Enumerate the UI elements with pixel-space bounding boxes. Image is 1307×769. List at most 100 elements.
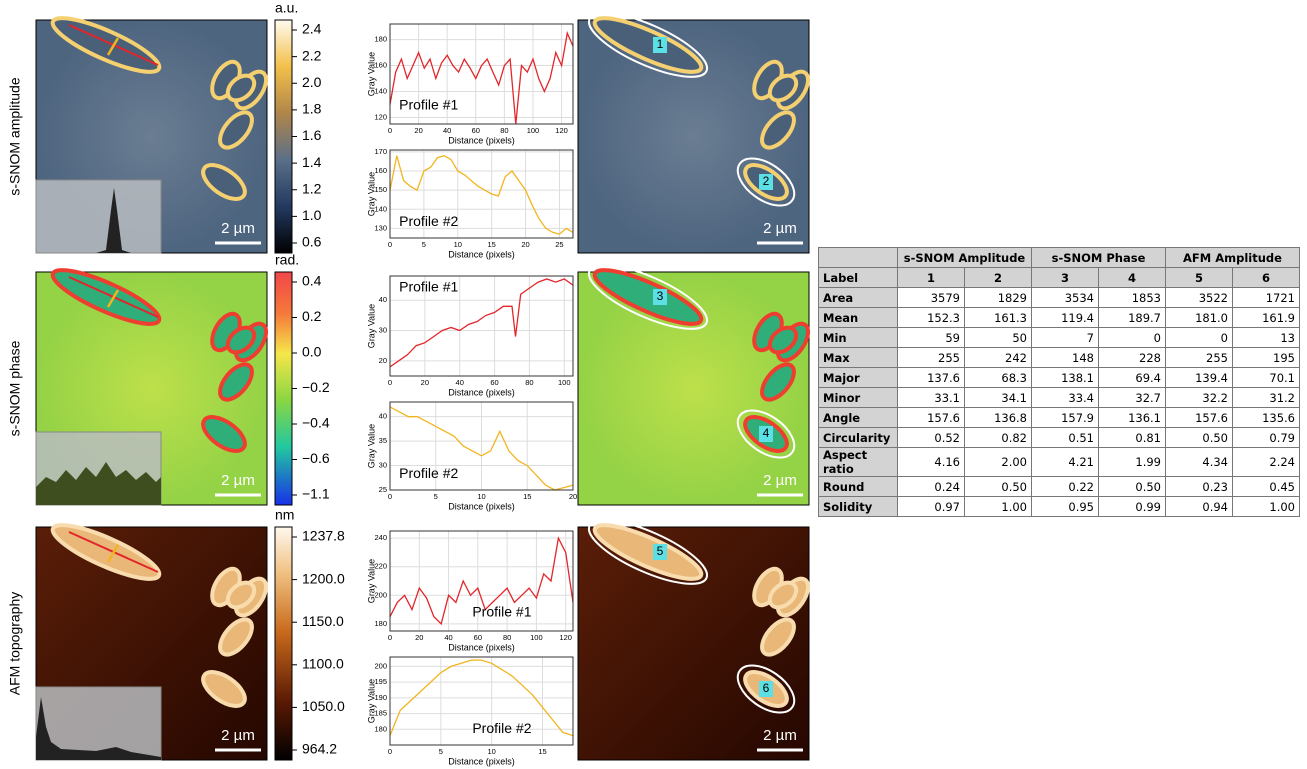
- colorbar: [275, 272, 292, 505]
- y-tick-label: 120: [374, 112, 387, 121]
- table-cell: 70.1: [1233, 368, 1300, 388]
- colorbar-tick-label: −1.1: [302, 486, 330, 502]
- micrograph: 562 µm: [578, 508, 812, 760]
- colorbar-tick-label: 0.2: [302, 308, 322, 324]
- table-cell: 0: [1099, 328, 1166, 348]
- page: s-SNOM amplitude2 µma.u.2.42.22.01.81.61…: [0, 0, 1307, 769]
- y-axis-label: Gray Value: [366, 559, 376, 603]
- table-cell: 0.94: [1166, 497, 1233, 517]
- colorbar-tick-label: 2.4: [302, 21, 322, 37]
- table-cell: 157.6: [898, 408, 965, 428]
- table-cell: Circularity: [819, 428, 898, 448]
- y-tick-label: 20: [379, 356, 387, 365]
- table-cell: 50: [965, 328, 1032, 348]
- profile-title: Profile #1: [399, 279, 458, 295]
- colorbar-tick-label: 1150.0: [302, 613, 344, 629]
- scale-bar-label: 2 µm: [763, 220, 797, 237]
- colorbar-tick-label: 1200.0: [302, 570, 345, 586]
- scale-bar-label: 2 µm: [221, 220, 255, 237]
- scale-bar-label: 2 µm: [763, 472, 797, 489]
- x-tick-label: 15: [487, 240, 495, 249]
- table-cell: 31.2: [1233, 388, 1300, 408]
- table-cell: s-SNOM Amplitude: [898, 248, 1032, 268]
- table-cell: Angle: [819, 408, 898, 428]
- table-cell: 0.97: [898, 497, 965, 517]
- table-cell: 195: [1233, 348, 1300, 368]
- table-cell: 255: [898, 348, 965, 368]
- x-tick-label: 60: [490, 378, 498, 387]
- table-cell: 1.00: [1233, 497, 1300, 517]
- roi-label: 6: [763, 681, 770, 695]
- table-cell: 1829: [965, 288, 1032, 308]
- x-tick-label: 15: [538, 747, 546, 756]
- colorbar-tick-label: 1.0: [302, 207, 322, 223]
- table-cell: 136.1: [1099, 408, 1166, 428]
- table-cell: Area: [819, 288, 898, 308]
- table-cell: Label: [819, 268, 898, 288]
- x-tick-label: 20: [421, 378, 429, 387]
- roi-label: 2: [763, 174, 770, 188]
- table-cell: 7: [1032, 328, 1099, 348]
- y-axis-label: Gray Value: [366, 304, 376, 348]
- x-tick-label: 5: [434, 492, 438, 501]
- profile-title: Profile #1: [472, 604, 531, 620]
- colorbar-tick-label: 1.8: [302, 101, 322, 117]
- y-tick-label: 40: [379, 295, 387, 304]
- table-cell: 181.0: [1166, 308, 1233, 328]
- x-tick-label: 10: [454, 240, 462, 249]
- x-tick-label: 0: [388, 240, 392, 249]
- x-tick-label: 20: [415, 633, 423, 642]
- table-cell: [819, 248, 898, 268]
- table-row: Angle157.6136.8157.9136.1157.6135.6: [819, 408, 1300, 428]
- x-tick-label: 0: [388, 378, 392, 387]
- x-tick-label: 20: [569, 492, 577, 501]
- table-cell: 0.50: [1166, 428, 1233, 448]
- y-tick-label: 30: [379, 461, 387, 470]
- table-cell: 152.3: [898, 308, 965, 328]
- table-cell: 0.50: [965, 477, 1032, 497]
- table-cell: Min: [819, 328, 898, 348]
- histogram-inset: [36, 180, 161, 253]
- table-cell: 0.95: [1032, 497, 1099, 517]
- x-tick-label: 0: [388, 492, 392, 501]
- table-cell: 138.1: [1032, 368, 1099, 388]
- roi-label: 5: [657, 544, 664, 558]
- table-cell: 0.82: [965, 428, 1032, 448]
- table-cell: 148: [1032, 348, 1099, 368]
- x-tick-label: 80: [500, 126, 508, 135]
- colorbar-tick-label: 0.4: [302, 273, 322, 289]
- y-tick-label: 180: [374, 724, 387, 733]
- y-tick-label: 180: [374, 619, 387, 628]
- table-cell: 6: [1233, 268, 1300, 288]
- table-cell: 0: [1166, 328, 1233, 348]
- roi-label: 3: [657, 289, 664, 303]
- y-axis-label: Gray Value: [366, 52, 376, 96]
- y-axis-label: Gray Value: [366, 679, 376, 723]
- x-axis-label: Distance (pixels): [448, 642, 515, 652]
- table-cell: AFM Amplitude: [1166, 248, 1300, 268]
- table-cell: 0.45: [1233, 477, 1300, 497]
- colorbar-tick-label: 2.0: [302, 74, 322, 90]
- table-cell: 1853: [1099, 288, 1166, 308]
- table-cell: 1.99: [1099, 448, 1166, 477]
- x-tick-label: 15: [523, 492, 531, 501]
- table-cell: 136.8: [965, 408, 1032, 428]
- table-row: Area357918293534185335221721: [819, 288, 1300, 308]
- table-cell: 59: [898, 328, 965, 348]
- table-cell: 13: [1233, 328, 1300, 348]
- colorbar-tick-label: 964.2: [302, 741, 337, 757]
- colorbar-tick-label: 2.2: [302, 47, 322, 63]
- table-row: Circularity0.520.820.510.810.500.79: [819, 428, 1300, 448]
- x-axis-label: Distance (pixels): [448, 249, 515, 259]
- table-cell: Mean: [819, 308, 898, 328]
- table-cell: 255: [1166, 348, 1233, 368]
- profile-title: Profile #2: [399, 465, 458, 481]
- y-tick-label: 130: [374, 223, 387, 232]
- scale-bar-label: 2 µm: [221, 472, 255, 489]
